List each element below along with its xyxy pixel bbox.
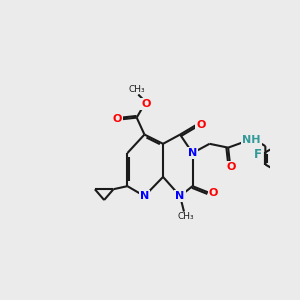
Text: CH₃: CH₃ — [177, 212, 194, 221]
Text: O: O — [196, 119, 206, 130]
Text: O: O — [209, 188, 218, 198]
Text: N: N — [188, 148, 197, 158]
Text: O: O — [141, 99, 151, 109]
Text: N: N — [140, 191, 149, 201]
Text: O: O — [112, 114, 122, 124]
Text: N: N — [176, 191, 185, 201]
Text: CH₃: CH₃ — [128, 85, 145, 94]
Text: NH: NH — [242, 135, 261, 145]
Text: O: O — [226, 162, 236, 172]
Text: F: F — [254, 148, 262, 161]
